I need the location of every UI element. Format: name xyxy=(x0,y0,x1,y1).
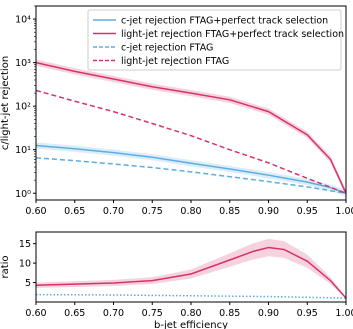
main-panel: 0.60 0.65 0.70 0.75 0.80 0.85 0.90 0.95 1.00 10⁰ 1… xyxy=(0,5,353,217)
y-axis-label: c/light-jet rejection xyxy=(0,56,11,150)
y-tick-label: 5 xyxy=(25,278,31,289)
x-axis-label: b-jet efficiency xyxy=(154,320,228,329)
y-tick-label: 10³ xyxy=(15,58,31,69)
legend-label: light-jet rejection FTAG xyxy=(121,56,229,67)
x-tick-label: 0.80 xyxy=(180,206,201,217)
series-0 xyxy=(36,238,346,299)
x-tick-label: 0.85 xyxy=(219,308,240,319)
series-2-line xyxy=(36,157,346,194)
series-0-line xyxy=(36,144,346,194)
x-tick-label: 0.75 xyxy=(142,308,163,319)
x-tick-label: 0.90 xyxy=(258,206,279,217)
series-2 xyxy=(36,157,346,194)
series-0-uncertainty-band xyxy=(36,142,346,197)
legend-label: c-jet rejection FTAG+perfect track selec… xyxy=(121,16,328,27)
series-3 xyxy=(36,89,346,194)
series-0-line xyxy=(36,246,346,299)
series-3-line xyxy=(36,89,346,194)
axes-frame xyxy=(35,231,347,303)
x-tick-label: 0.65 xyxy=(64,206,85,217)
y-tick-label: 10 xyxy=(19,259,31,270)
legend-label: c-jet rejection FTAG xyxy=(121,43,213,54)
series-0 xyxy=(36,142,346,197)
y-axis-label: ratio xyxy=(0,255,11,278)
series-1-line xyxy=(36,61,346,194)
plot-area xyxy=(36,59,346,197)
legend-label: light-jet rejection FTAG+perfect track s… xyxy=(121,29,344,40)
x-tick-label: 0.85 xyxy=(219,206,240,217)
x-tick-label: 0.60 xyxy=(25,206,46,217)
legend: c-jet rejection FTAG+perfect track selec… xyxy=(87,9,344,71)
x-tick-label: 1.00 xyxy=(335,206,353,217)
y-tick-label: 10¹ xyxy=(15,145,31,156)
series-1-line xyxy=(36,293,346,299)
x-tick-label: 0.75 xyxy=(142,206,163,217)
y-tick-label: 15 xyxy=(19,239,31,250)
x-tick-label: 1.00 xyxy=(335,308,353,319)
x-tick-label: 0.90 xyxy=(258,308,279,319)
plot-area xyxy=(36,238,346,299)
series-1 xyxy=(36,293,346,299)
x-tick-label: 0.70 xyxy=(103,308,124,319)
series-1 xyxy=(36,59,346,197)
y-tick-label: 10² xyxy=(15,102,31,113)
y-tick-label: 10⁰ xyxy=(15,189,31,200)
y-tick-label: 10⁴ xyxy=(15,15,31,26)
series-0-uncertainty-band xyxy=(36,238,346,299)
legend-box xyxy=(87,9,342,71)
x-tick-label: 0.60 xyxy=(25,308,46,319)
x-tick-label: 0.70 xyxy=(103,206,124,217)
x-tick-label: 0.95 xyxy=(297,206,318,217)
x-tick-label: 0.80 xyxy=(180,308,201,319)
series-1-uncertainty-band xyxy=(36,59,346,197)
x-tick-label: 0.65 xyxy=(64,308,85,319)
x-tick-label: 0.95 xyxy=(297,308,318,319)
ratio-panel: 0.60 0.65 0.70 0.75 0.80 0.85 0.90 0.95 1.00 5 10 1… xyxy=(0,231,353,329)
